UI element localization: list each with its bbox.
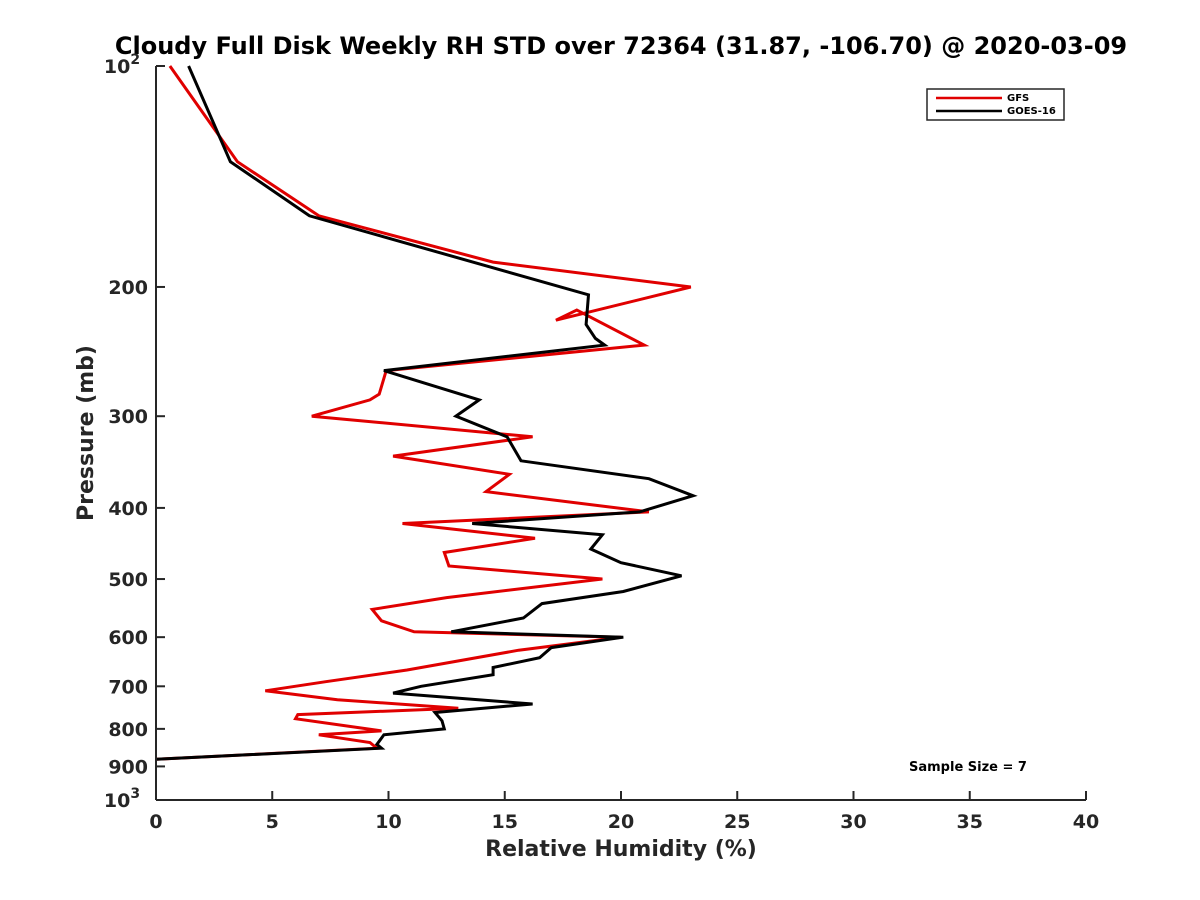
legend: GFS GOES-16 bbox=[926, 88, 1065, 121]
x-tick-label: 35 bbox=[957, 811, 983, 833]
y-tick-label: 700 bbox=[108, 676, 148, 698]
series-line-goes16 bbox=[155, 65, 698, 761]
y-tick-base: 10 bbox=[104, 790, 130, 812]
x-tick-label: 30 bbox=[840, 811, 866, 833]
plot-area bbox=[155, 65, 1086, 801]
chart-title: Cloudy Full Disk Weekly RH STD over 7236… bbox=[115, 32, 1127, 60]
x-tick-label: 20 bbox=[608, 811, 634, 833]
y-tick-label: 102 bbox=[104, 52, 140, 78]
y-tick-exponent: 2 bbox=[130, 52, 140, 68]
x-tick-label: 0 bbox=[149, 811, 162, 833]
x-tick-label: 40 bbox=[1073, 811, 1099, 833]
x-tick-label: 10 bbox=[375, 811, 401, 833]
y-tick-label: 103 bbox=[104, 786, 140, 812]
y-tick-label: 200 bbox=[108, 277, 148, 299]
y-tick-label: 800 bbox=[108, 719, 148, 741]
legend-box bbox=[926, 88, 1065, 121]
x-tick-label: 5 bbox=[266, 811, 279, 833]
axes-background bbox=[156, 66, 1086, 800]
y-axis-label: Pressure (mb) bbox=[74, 345, 99, 521]
x-axis-label: Relative Humidity (%) bbox=[485, 837, 757, 862]
y-tick-exponent: 3 bbox=[130, 786, 140, 802]
y-tick-label: 600 bbox=[108, 627, 148, 649]
y-tick-label: 900 bbox=[108, 756, 148, 778]
x-axis-ticks: 0 5 10 15 20 25 30 35 40 bbox=[149, 791, 1099, 833]
series-line-gfs bbox=[155, 65, 692, 761]
y-tick-label: 400 bbox=[108, 498, 148, 520]
legend-label-goes16: GOES-16 bbox=[1007, 106, 1056, 117]
x-tick-label: 25 bbox=[724, 811, 750, 833]
sample-size-annotation: Sample Size = 7 bbox=[909, 760, 1027, 775]
y-tick-label: 300 bbox=[108, 406, 148, 428]
series-layer bbox=[155, 65, 698, 761]
y-tick-label: 500 bbox=[108, 569, 148, 591]
y-tick-base: 10 bbox=[104, 56, 130, 78]
legend-label-gfs: GFS bbox=[1007, 93, 1029, 104]
x-tick-label: 15 bbox=[492, 811, 518, 833]
